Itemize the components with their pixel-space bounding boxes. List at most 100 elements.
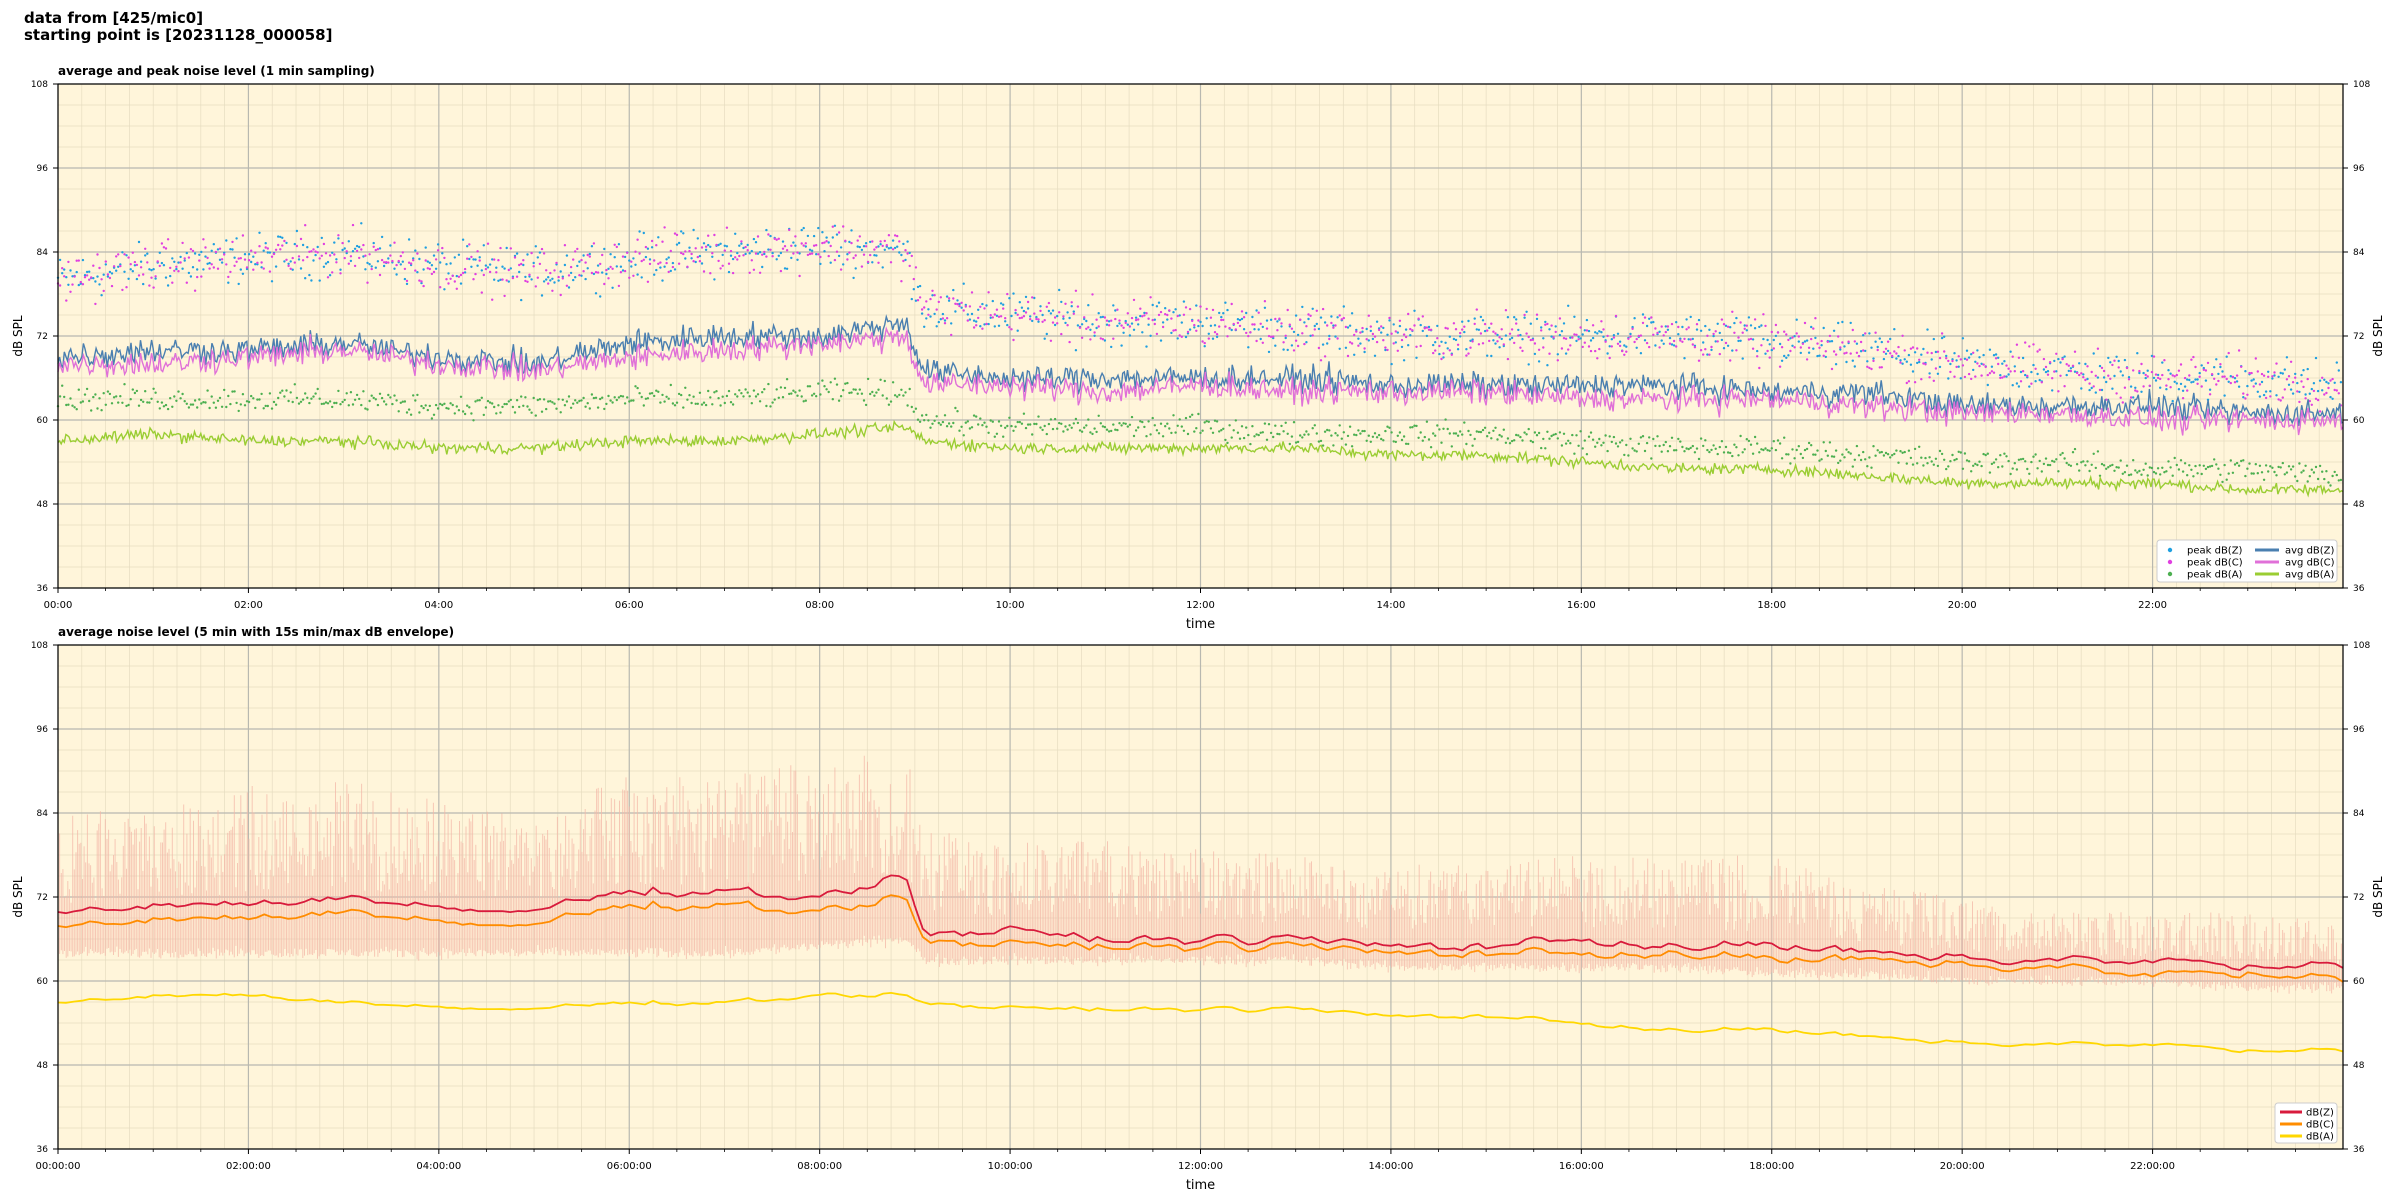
point: [785, 378, 789, 381]
point: [850, 229, 853, 232]
point: [1679, 339, 1682, 342]
point: [1139, 314, 1142, 318]
point: [2127, 473, 2131, 477]
point: [1396, 349, 1400, 352]
point: [2208, 393, 2212, 396]
point: [397, 259, 400, 263]
point: [2283, 368, 2286, 371]
point: [1263, 300, 1267, 303]
point: [322, 242, 326, 246]
point: [1388, 426, 1391, 429]
xtick-label: 04:00:00: [416, 1161, 461, 1172]
point: [1454, 338, 1458, 342]
point: [1718, 331, 1722, 335]
point: [202, 238, 205, 241]
point: [653, 259, 656, 262]
point: [65, 276, 68, 279]
point: [1542, 337, 1545, 340]
point: [208, 261, 211, 265]
point: [395, 273, 398, 276]
point: [1573, 333, 1576, 336]
point: [2040, 470, 2044, 473]
point: [1427, 325, 1431, 329]
point: [1749, 324, 1753, 327]
point: [2333, 381, 2336, 384]
point: [549, 400, 552, 403]
series-peak-db-c-: [56, 223, 2343, 413]
point: [1240, 425, 1244, 428]
point: [611, 286, 614, 289]
point: [2121, 472, 2124, 475]
point: [1986, 373, 1990, 377]
point: [1635, 450, 1638, 453]
point: [1068, 316, 1071, 320]
point: [835, 383, 839, 386]
point: [83, 393, 87, 396]
point: [794, 235, 797, 238]
point: [831, 225, 834, 228]
point: [1724, 445, 1728, 449]
point: [877, 261, 880, 264]
point: [567, 395, 571, 398]
point: [495, 412, 498, 415]
point: [1103, 316, 1107, 319]
point: [1849, 321, 1852, 325]
point: [1527, 427, 1530, 431]
point: [2096, 376, 2100, 379]
point: [592, 396, 596, 400]
legend-marker: [2167, 559, 2173, 565]
point: [2217, 379, 2220, 383]
point: [2059, 361, 2062, 364]
point: [2019, 370, 2023, 374]
point: [1756, 355, 1759, 358]
point: [1041, 320, 1044, 323]
point: [1567, 439, 1570, 442]
point: [958, 304, 961, 308]
point: [1328, 429, 1331, 432]
point: [2179, 363, 2183, 366]
point: [1953, 458, 1956, 462]
point: [1772, 440, 1776, 443]
point: [609, 399, 612, 402]
point: [289, 267, 292, 270]
point: [2210, 464, 2214, 468]
point: [1876, 348, 1879, 352]
point: [1920, 353, 1923, 356]
point: [1623, 344, 1626, 347]
point: [881, 266, 884, 269]
point: [451, 274, 454, 277]
point: [1818, 354, 1821, 357]
point: [148, 284, 151, 287]
point: [239, 403, 242, 406]
point: [736, 395, 739, 398]
point: [88, 278, 91, 281]
point: [1328, 334, 1331, 338]
point: [260, 261, 263, 264]
point: [808, 248, 812, 251]
point: [1994, 458, 1998, 461]
point: [2019, 458, 2023, 461]
point: [588, 252, 591, 256]
point: [771, 255, 774, 258]
point: [264, 404, 267, 408]
point: [1132, 434, 1136, 438]
point: [1999, 376, 2002, 380]
point: [1594, 349, 1597, 353]
point: [1126, 312, 1130, 315]
point: [1444, 326, 1447, 330]
point: [1245, 426, 1248, 429]
point: [391, 259, 394, 263]
point: [1361, 330, 1364, 333]
point: [277, 243, 280, 247]
point: [1282, 430, 1285, 433]
point: [1045, 305, 1049, 308]
point: [1583, 439, 1587, 442]
point: [1377, 433, 1381, 437]
point: [345, 250, 348, 253]
point: [1598, 437, 1601, 441]
point: [2115, 355, 2118, 358]
point: [491, 402, 494, 405]
point: [553, 281, 556, 284]
point: [1290, 344, 1294, 347]
point: [613, 243, 616, 246]
